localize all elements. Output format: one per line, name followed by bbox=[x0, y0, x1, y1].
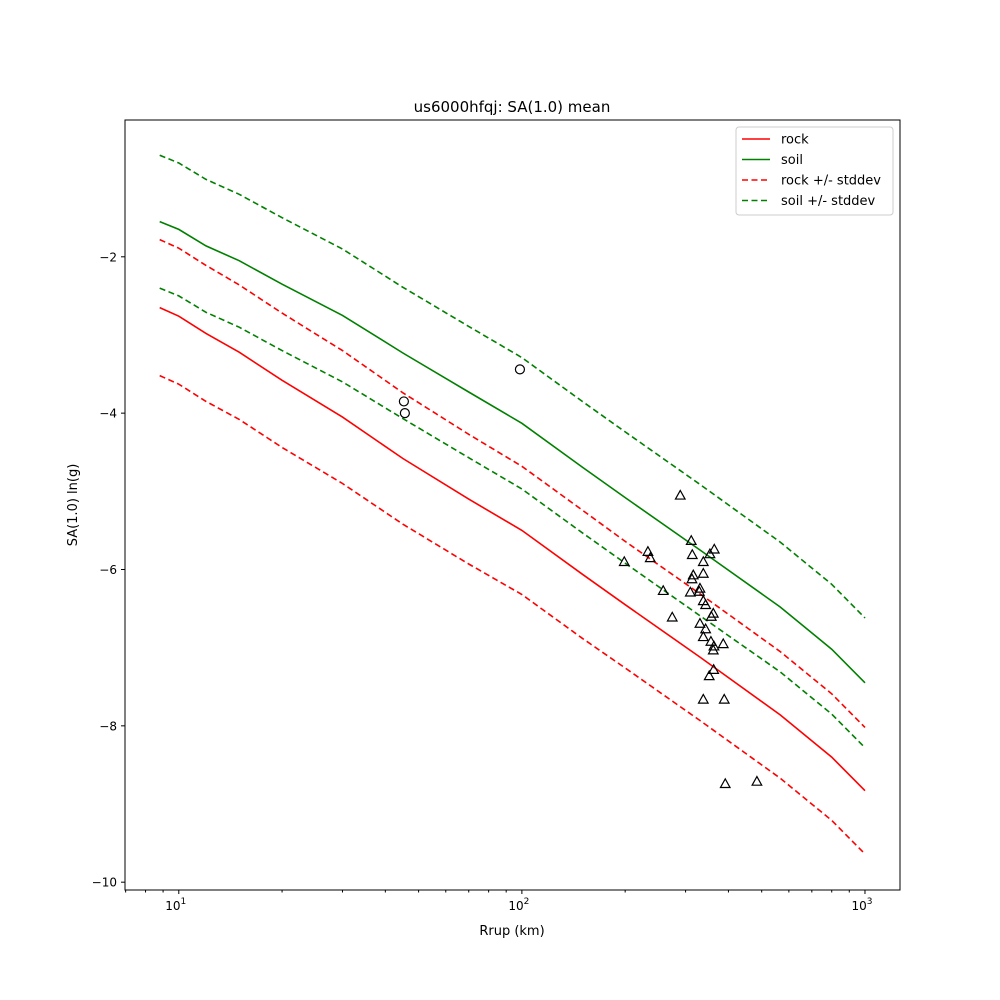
circle-marker bbox=[514, 364, 526, 375]
triangle-marker bbox=[718, 693, 731, 704]
y-tick-label: −8 bbox=[99, 719, 117, 733]
x-tick-exponent: 1 bbox=[181, 897, 187, 907]
series-line-rock-stddev-2 bbox=[159, 238, 866, 728]
triangle-marker bbox=[708, 543, 721, 554]
triangle-marker bbox=[699, 598, 712, 610]
series-line-rock-0 bbox=[159, 306, 866, 792]
triangle-marker bbox=[685, 534, 698, 546]
series-line-soil-stddev-4 bbox=[159, 154, 866, 619]
series-line-soil-1 bbox=[159, 220, 866, 684]
plot-area bbox=[159, 154, 866, 855]
triangle-marker bbox=[705, 610, 718, 621]
x-axis: 101 102 103 bbox=[125, 890, 872, 913]
x-tick-exponent: 3 bbox=[867, 897, 873, 907]
triangle-marker bbox=[657, 584, 670, 596]
triangle-marker bbox=[707, 643, 720, 655]
triangle-marker bbox=[674, 489, 687, 500]
triangle-marker bbox=[751, 775, 763, 786]
triangle-marker bbox=[697, 555, 710, 567]
triangle-marker bbox=[699, 622, 712, 634]
y-axis-label: SA(1.0) ln(g) bbox=[66, 464, 81, 547]
triangle-marker bbox=[703, 669, 716, 681]
legend-label: rock bbox=[781, 133, 809, 148]
triangle-marker bbox=[694, 617, 706, 628]
legend-label: soil +/- stddev bbox=[781, 194, 876, 209]
chart-title: us6000hfqj: SA(1.0) mean bbox=[414, 98, 611, 116]
x-tick-label: 102 bbox=[508, 897, 529, 913]
x-tick-exponent: 2 bbox=[524, 897, 530, 907]
x-tick-label: 103 bbox=[851, 897, 872, 913]
circle-marker bbox=[398, 396, 409, 407]
triangle-marker bbox=[618, 555, 631, 567]
triangle-marker bbox=[697, 567, 710, 578]
triangle-marker bbox=[719, 777, 732, 789]
triangle-marker bbox=[705, 635, 717, 646]
circle-marker bbox=[399, 408, 410, 419]
series-line-rock-stddev-3 bbox=[159, 374, 866, 855]
triangle-marker bbox=[644, 551, 657, 563]
triangle-marker bbox=[642, 545, 654, 556]
y-tick-label: −10 bbox=[92, 876, 117, 890]
x-axis-label: Rrup (km) bbox=[479, 924, 544, 939]
triangle-marker bbox=[707, 663, 720, 674]
triangle-marker bbox=[687, 568, 700, 580]
x-tick-label: 101 bbox=[165, 897, 186, 913]
legend-label: soil bbox=[781, 153, 803, 168]
triangle-marker bbox=[704, 547, 716, 559]
y-tick-label: −4 bbox=[99, 407, 117, 421]
triangle-marker bbox=[693, 585, 706, 596]
y-tick-label: −6 bbox=[99, 563, 117, 577]
legend-box bbox=[735, 126, 894, 216]
legend-label: rock +/- stddev bbox=[781, 174, 881, 189]
triangle-marker bbox=[694, 582, 706, 593]
triangle-marker bbox=[686, 572, 698, 584]
triangle-marker bbox=[717, 637, 730, 649]
axes-frame bbox=[124, 119, 901, 891]
series-line-soil-stddev-5 bbox=[159, 287, 866, 749]
legend: rock soil rock +/- stddev soil +/- stddev bbox=[735, 126, 894, 216]
triangle-marker bbox=[697, 693, 710, 704]
triangle-marker bbox=[684, 586, 697, 597]
triangle-marker bbox=[708, 640, 720, 651]
triangle-marker bbox=[697, 630, 710, 642]
triangle-marker bbox=[666, 611, 679, 622]
y-axis: −10 −8 −6 −4 −2 bbox=[92, 250, 125, 890]
y-tick-label: −2 bbox=[99, 250, 117, 264]
triangle-marker bbox=[686, 548, 699, 560]
